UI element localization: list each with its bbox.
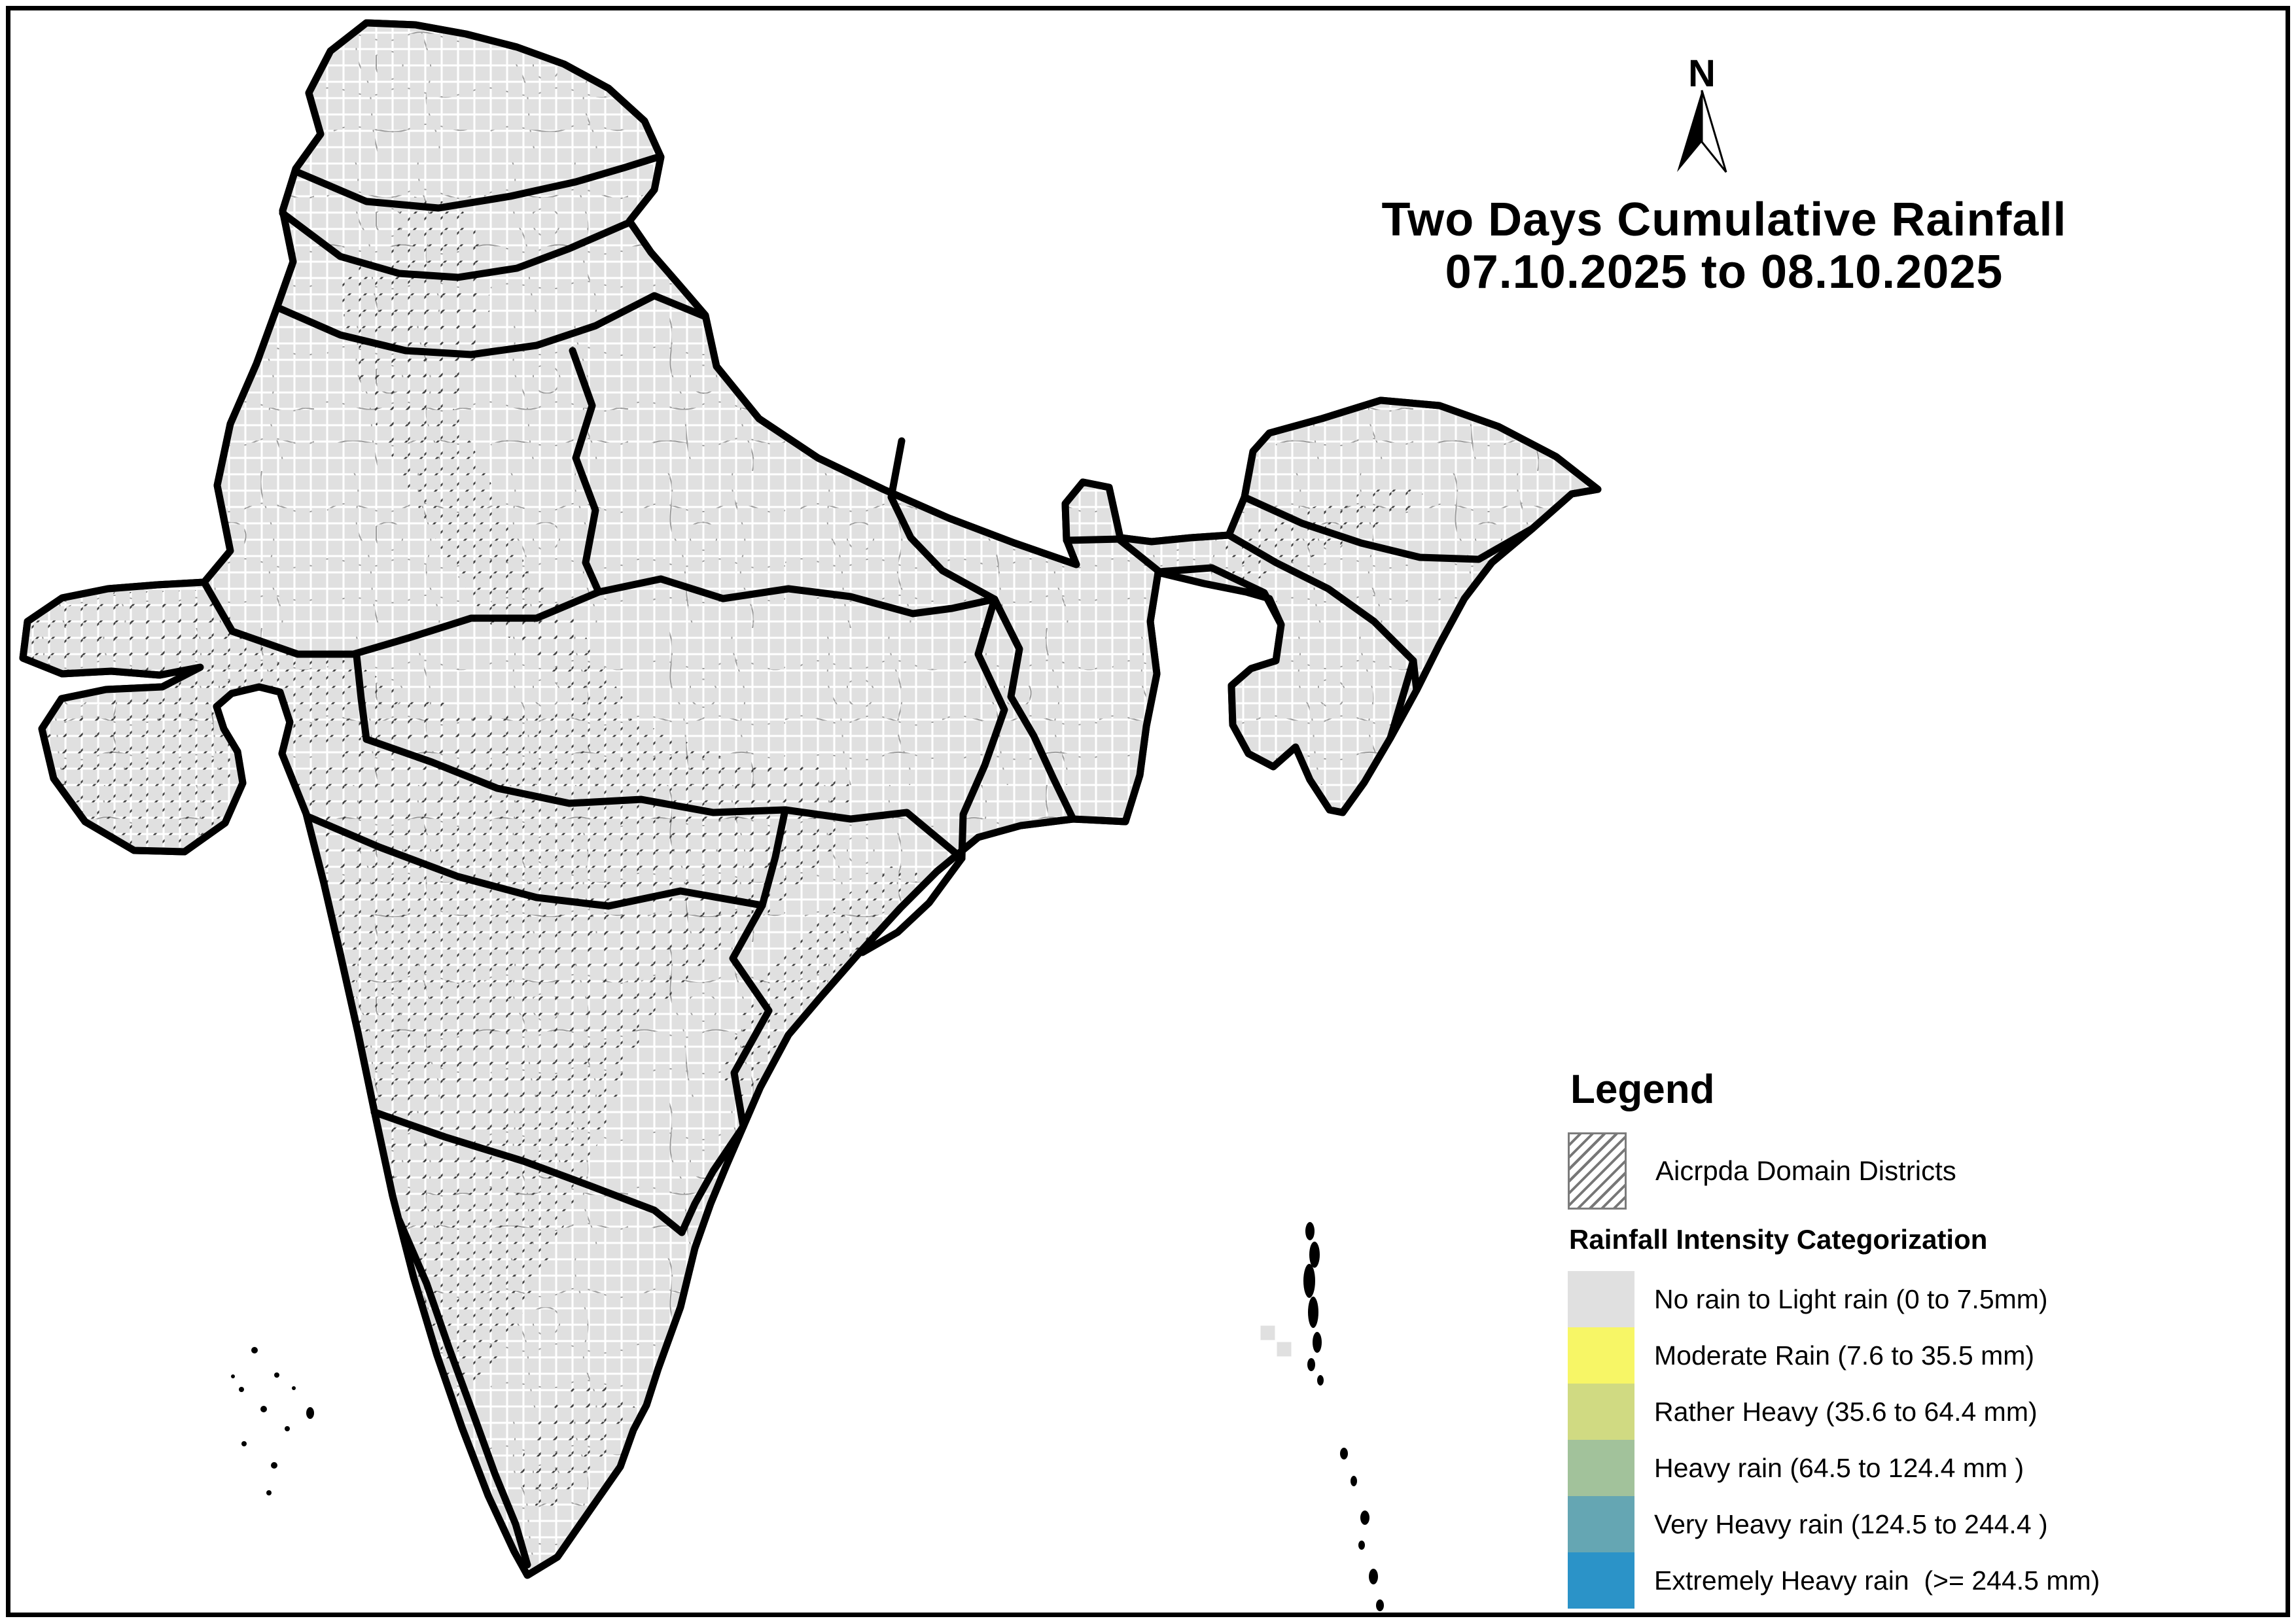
legend: Legend Aicrpda Domain Districts Rainfall… xyxy=(1568,1066,2255,1609)
rain-cell xyxy=(230,704,245,719)
rain-cell xyxy=(1555,589,1570,604)
north-arrow: N xyxy=(1677,52,1727,173)
map-title: Two Days Cumulative Rainfall 07.10.2025 … xyxy=(1348,194,2100,298)
legend-row: Extremely Heavy rain (>= 244.5 mm) xyxy=(1568,1552,2255,1609)
legend-row: Heavy rain (64.5 to 124.4 mm ) xyxy=(1568,1440,2255,1496)
legend-row: Moderate Rain (7.6 to 35.5 mm) xyxy=(1568,1327,2255,1384)
rain-cell xyxy=(819,393,834,408)
moderate-rain-label: Moderate Rain (7.6 to 35.5 mm) xyxy=(1654,1340,2035,1370)
no-rain-label: No rain to Light rain (0 to 7.5mm) xyxy=(1654,1283,2048,1314)
rain-cell xyxy=(279,131,294,147)
lakshadweep-islands xyxy=(231,1347,314,1495)
legend-row: Rather Heavy (35.6 to 64.4 mm) xyxy=(1568,1384,2255,1440)
rain-cell xyxy=(279,99,294,114)
heavy-rain-label: Heavy rain (64.5 to 124.4 mm ) xyxy=(1654,1452,2024,1483)
rain-cell xyxy=(246,786,261,801)
rain-cell xyxy=(1162,671,1177,686)
extremely-heavy-rain-swatch xyxy=(1568,1552,1634,1609)
map-title-line1: Two Days Cumulative Rainfall xyxy=(1381,194,2067,246)
rain-cell xyxy=(262,148,277,163)
moderate-rain-swatch xyxy=(1568,1327,1634,1384)
rain-cell xyxy=(1473,655,1488,670)
legend-rows: No rain to Light rain (0 to 7.5mm) Moder… xyxy=(1568,1271,2255,1609)
rain-cell xyxy=(1211,671,1226,686)
rain-cell xyxy=(1277,1342,1292,1357)
rain-cell xyxy=(753,377,768,392)
legend-row: Very Heavy rain (124.5 to 244.4 ) xyxy=(1568,1496,2255,1552)
rather-heavy-swatch xyxy=(1568,1384,1634,1440)
rain-cell xyxy=(1538,573,1553,588)
very-heavy-rain-swatch xyxy=(1568,1496,1634,1552)
rain-cell xyxy=(279,115,294,130)
rain-cell xyxy=(213,835,228,850)
legend-domain-row: Aicrpda Domain Districts xyxy=(1568,1132,2255,1210)
heavy-rain-swatch xyxy=(1568,1440,1634,1496)
rain-cell xyxy=(197,540,212,555)
island-rainfall-cells xyxy=(1260,1325,1292,1357)
north-arrow-left-half xyxy=(1677,90,1702,172)
rather-heavy-label: Rather Heavy (35.6 to 64.4 mm) xyxy=(1654,1396,2038,1427)
rain-cell xyxy=(262,131,277,147)
rain-cell xyxy=(279,818,294,833)
extremely-heavy-rain-label: Extremely Heavy rain (>= 244.5 mm) xyxy=(1654,1565,2100,1596)
rain-cell xyxy=(295,115,310,130)
rain-cell xyxy=(1506,622,1521,637)
rain-cell xyxy=(246,802,261,817)
rain-cell xyxy=(295,66,310,81)
north-arrow-right-half xyxy=(1701,90,1727,173)
rain-cell xyxy=(419,1358,434,1373)
rain-cell xyxy=(262,753,277,768)
rain-cell xyxy=(1260,1325,1275,1340)
north-label: N xyxy=(1688,52,1716,95)
hatch-swatch xyxy=(1568,1132,1627,1210)
rain-cell xyxy=(279,786,294,801)
rain-cell xyxy=(246,753,261,768)
state-boundaries xyxy=(200,153,1536,1569)
legend-domain-label: Aicrpda Domain Districts xyxy=(1655,1155,1956,1186)
map-title-line2: 07.10.2025 to 08.10.2025 xyxy=(1445,246,2004,298)
legend-heading: Legend xyxy=(1570,1067,1715,1112)
legend-section-heading: Rainfall Intensity Categorization xyxy=(1569,1224,1988,1255)
andaman-nicobar-islands xyxy=(1303,1222,1384,1611)
rain-cell xyxy=(262,769,277,784)
rain-cell xyxy=(786,377,801,392)
legend-row: No rain to Light rain (0 to 7.5mm) xyxy=(1568,1271,2255,1327)
rain-cell xyxy=(819,442,834,457)
very-heavy-rain-label: Very Heavy rain (124.5 to 244.4 ) xyxy=(1654,1509,2048,1539)
no-rain-swatch xyxy=(1568,1271,1634,1327)
